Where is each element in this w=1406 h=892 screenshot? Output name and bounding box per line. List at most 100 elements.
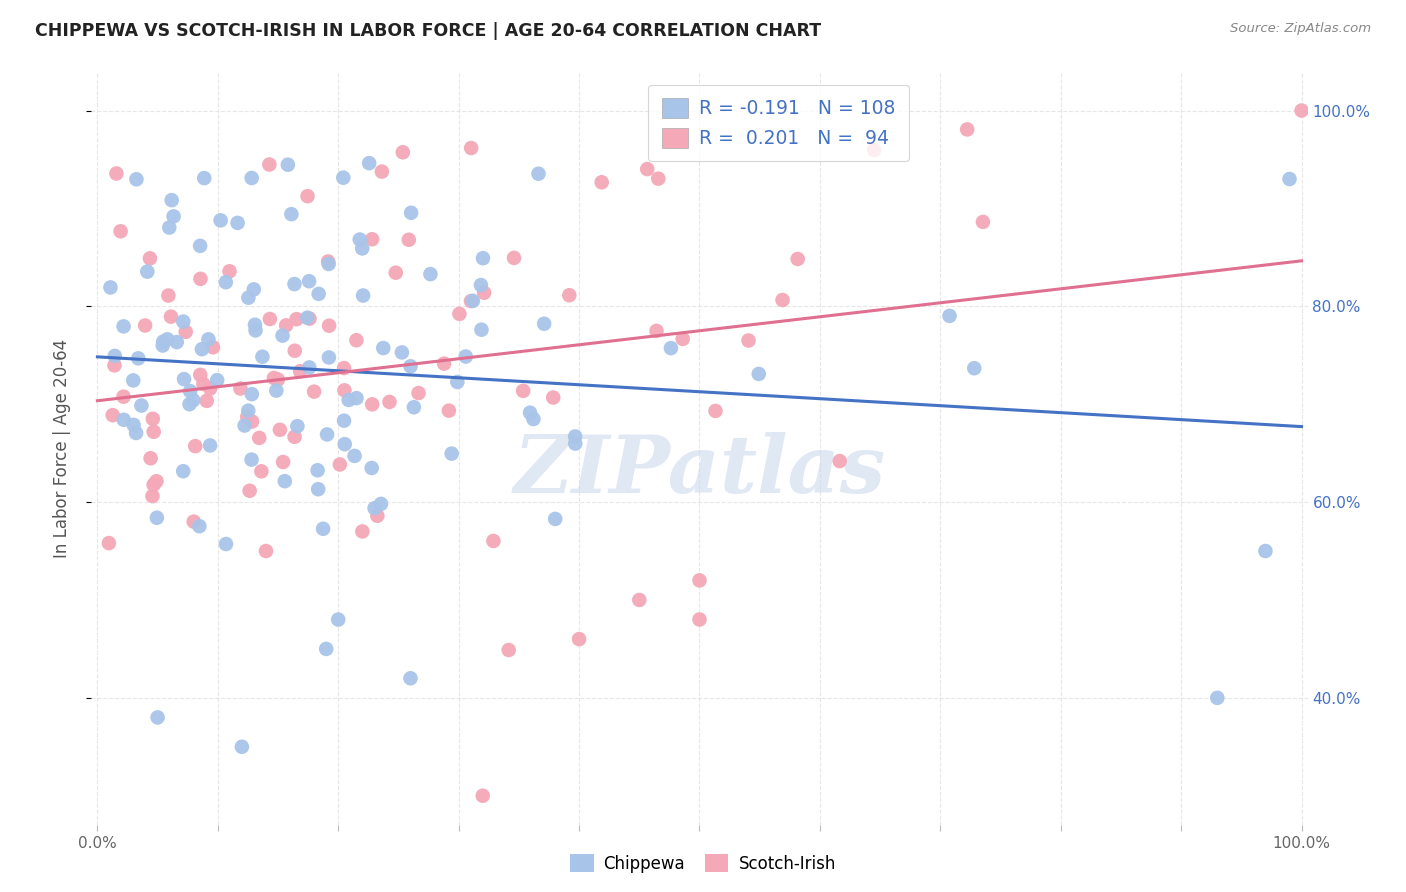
Point	[122, 373, 145, 387]
Point	[239, 483, 262, 498]
Point	[361, 232, 384, 246]
Point	[139, 451, 162, 466]
Point	[298, 274, 321, 288]
Point	[250, 464, 273, 478]
Point	[352, 288, 374, 302]
Point	[1254, 544, 1277, 558]
Point	[297, 189, 319, 203]
Text: CHIPPEWA VS SCOTCH-IRISH IN LABOR FORCE | AGE 20-64 CORRELATION CHART: CHIPPEWA VS SCOTCH-IRISH IN LABOR FORCE …	[35, 22, 821, 40]
Point	[318, 257, 340, 271]
Point	[243, 282, 266, 296]
Point	[748, 367, 770, 381]
Point	[266, 384, 288, 398]
Point	[541, 391, 564, 405]
Point	[142, 477, 165, 491]
Point	[288, 364, 311, 378]
Point	[503, 251, 526, 265]
Point	[240, 415, 263, 429]
Point	[259, 312, 281, 326]
Point	[344, 333, 367, 347]
Point	[564, 436, 586, 450]
Point	[142, 425, 165, 439]
Point	[142, 412, 165, 426]
Point	[333, 437, 356, 451]
Point	[263, 371, 285, 385]
Point	[333, 384, 356, 398]
Point	[297, 310, 319, 325]
Point	[152, 338, 174, 352]
Point	[233, 418, 256, 433]
Point	[498, 643, 520, 657]
Point	[240, 452, 263, 467]
Point	[236, 409, 259, 424]
Point	[181, 393, 204, 408]
Point	[271, 328, 294, 343]
Point	[146, 710, 169, 724]
Point	[110, 224, 132, 238]
Point	[308, 286, 330, 301]
Point	[274, 474, 297, 488]
Point	[284, 430, 307, 444]
Point	[229, 382, 252, 396]
Point	[533, 317, 555, 331]
Point	[329, 458, 352, 472]
Point	[202, 340, 225, 354]
Point	[359, 156, 381, 170]
Point	[316, 427, 339, 442]
Point	[125, 172, 148, 186]
Point	[267, 373, 290, 387]
Point	[315, 641, 337, 656]
Point	[307, 463, 329, 477]
Point	[188, 368, 211, 382]
Point	[628, 593, 651, 607]
Point	[449, 307, 471, 321]
Point	[591, 175, 613, 189]
Point	[134, 318, 156, 333]
Point	[188, 519, 211, 533]
Point	[243, 318, 266, 332]
Point	[122, 417, 145, 432]
Point	[271, 455, 294, 469]
Y-axis label: In Labor Force | Age 20-64: In Labor Force | Age 20-64	[52, 339, 70, 558]
Point	[312, 522, 335, 536]
Point	[160, 310, 183, 324]
Point	[157, 220, 180, 235]
Point	[190, 272, 212, 286]
Point	[318, 318, 340, 333]
Point	[647, 171, 669, 186]
Point	[433, 357, 456, 371]
Point	[125, 425, 148, 440]
Point	[139, 252, 162, 266]
Point	[956, 122, 979, 136]
Point	[689, 574, 711, 588]
Point	[183, 515, 205, 529]
Point	[399, 359, 422, 374]
Point	[179, 384, 201, 398]
Point	[360, 461, 382, 475]
Point	[440, 447, 463, 461]
Point	[318, 351, 340, 365]
Point	[184, 439, 207, 453]
Point	[127, 351, 149, 366]
Point	[198, 438, 221, 452]
Point	[215, 275, 238, 289]
Point	[361, 397, 384, 411]
Point	[645, 324, 668, 338]
Point	[454, 350, 477, 364]
Point	[112, 413, 135, 427]
Point	[240, 171, 263, 186]
Point	[704, 404, 727, 418]
Point	[737, 334, 759, 348]
Point	[188, 239, 211, 253]
Point	[392, 145, 415, 160]
Point	[1278, 172, 1301, 186]
Point	[402, 401, 425, 415]
Point	[141, 489, 163, 503]
Point	[333, 361, 356, 376]
Point	[193, 376, 215, 391]
Point	[333, 414, 356, 428]
Point	[307, 482, 329, 496]
Point	[373, 341, 395, 355]
Point	[146, 510, 169, 524]
Point	[245, 323, 267, 337]
